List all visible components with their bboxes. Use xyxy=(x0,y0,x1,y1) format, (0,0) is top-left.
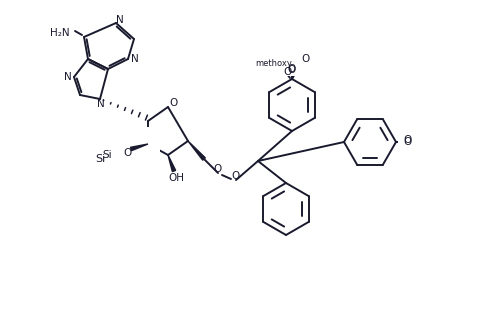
Text: O: O xyxy=(404,137,412,147)
Text: methoxy: methoxy xyxy=(256,60,292,68)
Text: N: N xyxy=(131,54,139,64)
Bar xyxy=(60,127,160,197)
Text: O: O xyxy=(288,65,296,75)
Text: N: N xyxy=(64,72,72,82)
Text: O: O xyxy=(302,54,310,64)
Text: O: O xyxy=(404,135,412,145)
Polygon shape xyxy=(131,144,148,151)
Text: O: O xyxy=(283,67,291,77)
Text: O: O xyxy=(288,64,296,74)
Text: N: N xyxy=(97,99,105,109)
Text: N: N xyxy=(116,15,124,25)
Text: O: O xyxy=(169,98,177,108)
Text: O: O xyxy=(123,148,131,158)
Text: O: O xyxy=(232,171,240,181)
Bar xyxy=(398,132,458,157)
Polygon shape xyxy=(168,155,176,172)
Text: O: O xyxy=(214,164,222,174)
Text: OH: OH xyxy=(168,173,184,183)
Polygon shape xyxy=(188,141,205,160)
Bar xyxy=(262,46,322,76)
Text: Si: Si xyxy=(95,154,105,164)
Text: Si: Si xyxy=(102,150,112,160)
Text: H₂N: H₂N xyxy=(50,28,70,38)
